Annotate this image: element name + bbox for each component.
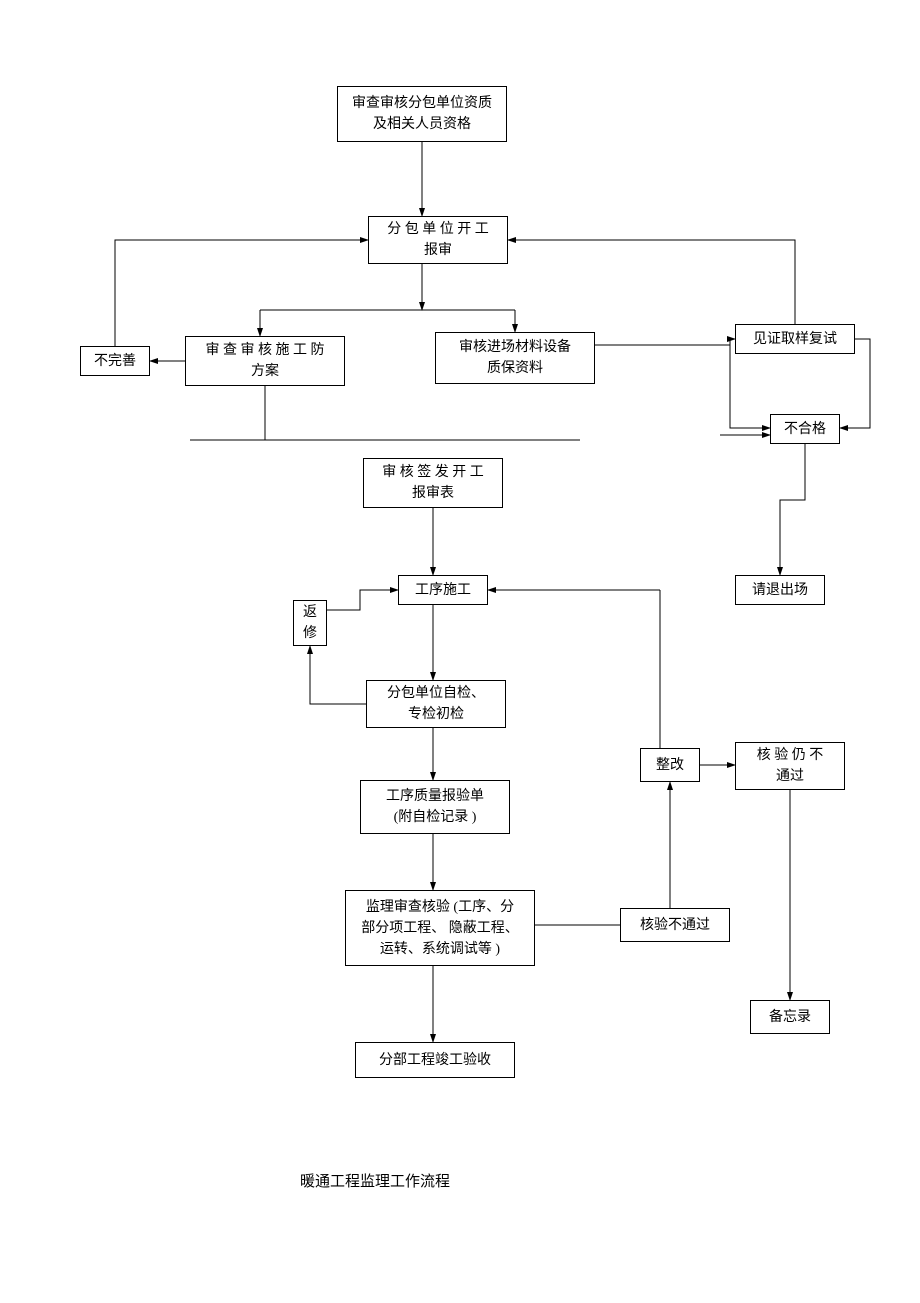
- flowchart-node-n10: 返修: [293, 600, 327, 646]
- flowchart-node-n5: 审核进场材料设备质保资料: [435, 332, 595, 384]
- flowchart-node-n13: 整改: [640, 748, 700, 782]
- flowchart-edge-8: [730, 345, 770, 428]
- flowchart-edge-11: [780, 444, 805, 575]
- flowchart-node-n17: 核验不通过: [620, 908, 730, 942]
- flowchart-node-n15: 工序质量报验单(附自检记录 ): [360, 780, 510, 834]
- flowchart-node-n8: 审 核 签 发 开 工报审表: [363, 458, 503, 508]
- flowchart-node-n19: 分部工程竣工验收: [355, 1042, 515, 1078]
- flowchart-edge-21: [310, 646, 366, 704]
- flowchart-node-n12: 分包单位自检、专检初检: [366, 680, 506, 728]
- flowchart-node-n7: 不合格: [770, 414, 840, 444]
- flowchart-edge-20: [327, 590, 398, 610]
- flowchart-node-n16: 监理审查核验 (工序、分部分项工程、 隐蔽工程、运转、系统调试等 ): [345, 890, 535, 966]
- flowchart-node-n3: 不完善: [80, 346, 150, 376]
- flowchart-node-n11: 请退出场: [735, 575, 825, 605]
- flowchart-node-n2: 分 包 单 位 开 工报审: [368, 216, 508, 264]
- flowchart-node-n6: 见证取样复试: [735, 324, 855, 354]
- flowchart-edge-10: [508, 240, 795, 324]
- flowchart-title: 暖通工程监理工作流程: [300, 1170, 450, 1191]
- flowchart-edge-6: [115, 240, 368, 346]
- flowchart-node-n18: 备忘录: [750, 1000, 830, 1034]
- flowchart-node-n1: 审查审核分包单位资质及相关人员资格: [337, 86, 507, 142]
- flowchart-node-n14: 核 验 仍 不通过: [735, 742, 845, 790]
- flowchart-node-n9: 工序施工: [398, 575, 488, 605]
- flowchart-edge-7: [595, 339, 735, 345]
- flowchart-edges: [0, 0, 920, 1303]
- flowchart-node-n4: 审 查 审 核 施 工 防方案: [185, 336, 345, 386]
